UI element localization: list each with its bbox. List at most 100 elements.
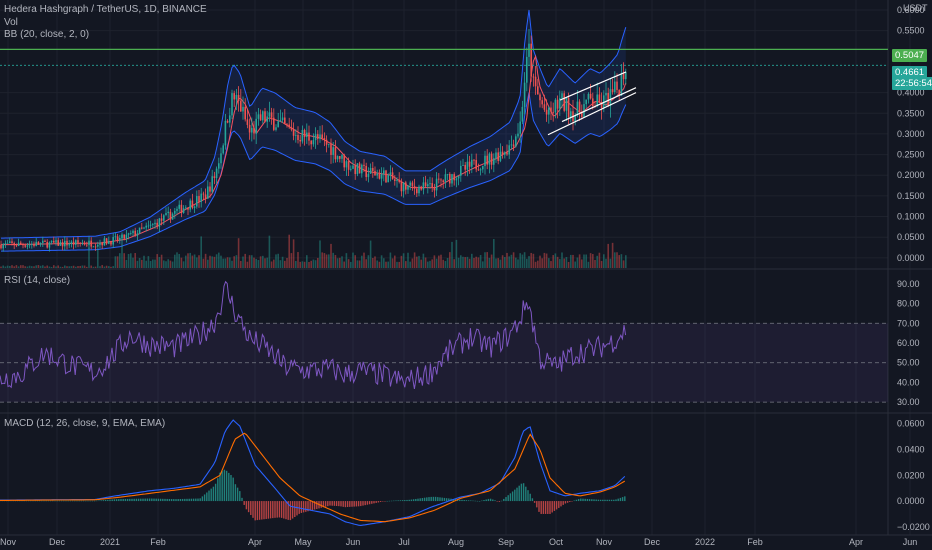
macd-histogram-bar (201, 496, 204, 502)
candle-body (270, 112, 273, 118)
volume-bar (477, 257, 480, 268)
volume-bar (242, 256, 244, 268)
rsi-legend[interactable]: RSI (14, close) (4, 275, 71, 286)
x-tick-label: Jun (903, 537, 918, 547)
volume-bar (451, 241, 453, 268)
volume-bar (609, 258, 612, 268)
candle-body (59, 241, 62, 246)
macd-histogram-bar (168, 498, 171, 502)
overlays (0, 48, 888, 136)
candle-body (334, 147, 337, 160)
volume-bar (255, 258, 257, 268)
volume-bar (457, 257, 460, 268)
candle-body (446, 173, 449, 175)
candle-body (345, 161, 348, 168)
candle-body (561, 93, 563, 99)
macd-histogram-bar (437, 497, 439, 502)
volume-bar (455, 239, 458, 268)
macd-histogram-bar (250, 501, 252, 515)
macd-histogram-bar (434, 496, 437, 502)
volume-bar (108, 266, 110, 268)
candle-body (215, 168, 218, 179)
macd-legend[interactable]: MACD (12, 26, close, 9, EMA, EMA) (4, 418, 166, 429)
volume-bar (550, 261, 552, 268)
x-tick-label: Nov (0, 537, 16, 547)
candle-body (119, 238, 121, 241)
volume-bar (9, 265, 11, 268)
macd-histogram-bar (476, 500, 479, 502)
macd-histogram-bar (584, 498, 586, 502)
candle-body (339, 156, 341, 159)
candle-body (240, 100, 242, 112)
volume-bar (374, 256, 376, 268)
macd-histogram-bar (30, 500, 32, 502)
volume-bar (532, 253, 535, 268)
candle-body (209, 186, 211, 192)
macd-histogram-bar (243, 501, 245, 505)
candle-body (449, 173, 451, 184)
candle-body (152, 224, 154, 225)
symbol-legend[interactable]: Hedera Hashgraph / TetherUS, 1D, BINANCE (4, 4, 207, 15)
macd-line (0, 419, 626, 526)
volume-bar (501, 255, 504, 268)
macd-histogram-bar (571, 501, 573, 502)
macd-histogram-bar (221, 471, 223, 502)
candle-body (352, 165, 354, 169)
volume-bar (413, 252, 416, 268)
macd-histogram-bar (448, 498, 450, 502)
macd-histogram-bar (151, 498, 153, 502)
volume-bar (231, 260, 233, 268)
macd-histogram-bar (133, 498, 135, 502)
volume-bar (330, 243, 332, 268)
macd-histogram-bar (362, 501, 364, 506)
macd-histogram-bar (21, 500, 23, 502)
volume-bar (42, 265, 44, 268)
macd-histogram-bar (518, 485, 520, 502)
macd-histogram-bar (296, 501, 298, 516)
volume-bar (50, 266, 53, 268)
candle-body (279, 120, 282, 122)
volume-bar (407, 252, 409, 268)
candle-body (552, 111, 554, 113)
macd-histogram-bar (366, 501, 369, 505)
volume-bar (169, 260, 172, 268)
candle-body (180, 204, 183, 213)
bollinger-legend[interactable]: BB (20, close, 2, 0) (4, 29, 90, 40)
candle-body (321, 134, 323, 139)
candle-body (314, 134, 317, 141)
candle-body (242, 106, 244, 112)
candle-body (319, 134, 321, 139)
volume-bar (578, 254, 581, 268)
candle-body (165, 213, 167, 216)
volume-bar (396, 261, 398, 268)
macd-histogram-bar (474, 500, 476, 502)
macd-histogram-bar (93, 500, 96, 502)
volume-bar (279, 260, 282, 268)
volume-bar (622, 260, 625, 268)
volume-bar (515, 257, 517, 268)
volume-bar (154, 259, 156, 268)
macd-histogram-bar (419, 498, 421, 502)
volume-bar (405, 261, 407, 268)
volume-bar (290, 253, 293, 268)
volume-bar (319, 240, 321, 268)
macd-histogram-bar (124, 498, 127, 502)
candle-body (90, 240, 92, 247)
candle-body (471, 159, 473, 167)
volume-bar (572, 254, 574, 268)
macd-histogram-bar (553, 501, 556, 511)
volume-bar (178, 253, 180, 268)
macd-histogram-bar (162, 498, 164, 502)
macd-histogram-bar (463, 500, 465, 502)
macd-histogram-bar (514, 489, 516, 502)
macd-histogram-bar (300, 501, 303, 513)
candle-body (11, 241, 13, 244)
macd-histogram-bar (542, 501, 545, 514)
volume-bar (26, 266, 29, 268)
candle-body (413, 186, 416, 189)
candle-body (299, 140, 301, 142)
x-tick-label: Feb (747, 537, 763, 547)
volume-bar (424, 257, 427, 268)
volume-legend[interactable]: Vol (4, 17, 18, 28)
